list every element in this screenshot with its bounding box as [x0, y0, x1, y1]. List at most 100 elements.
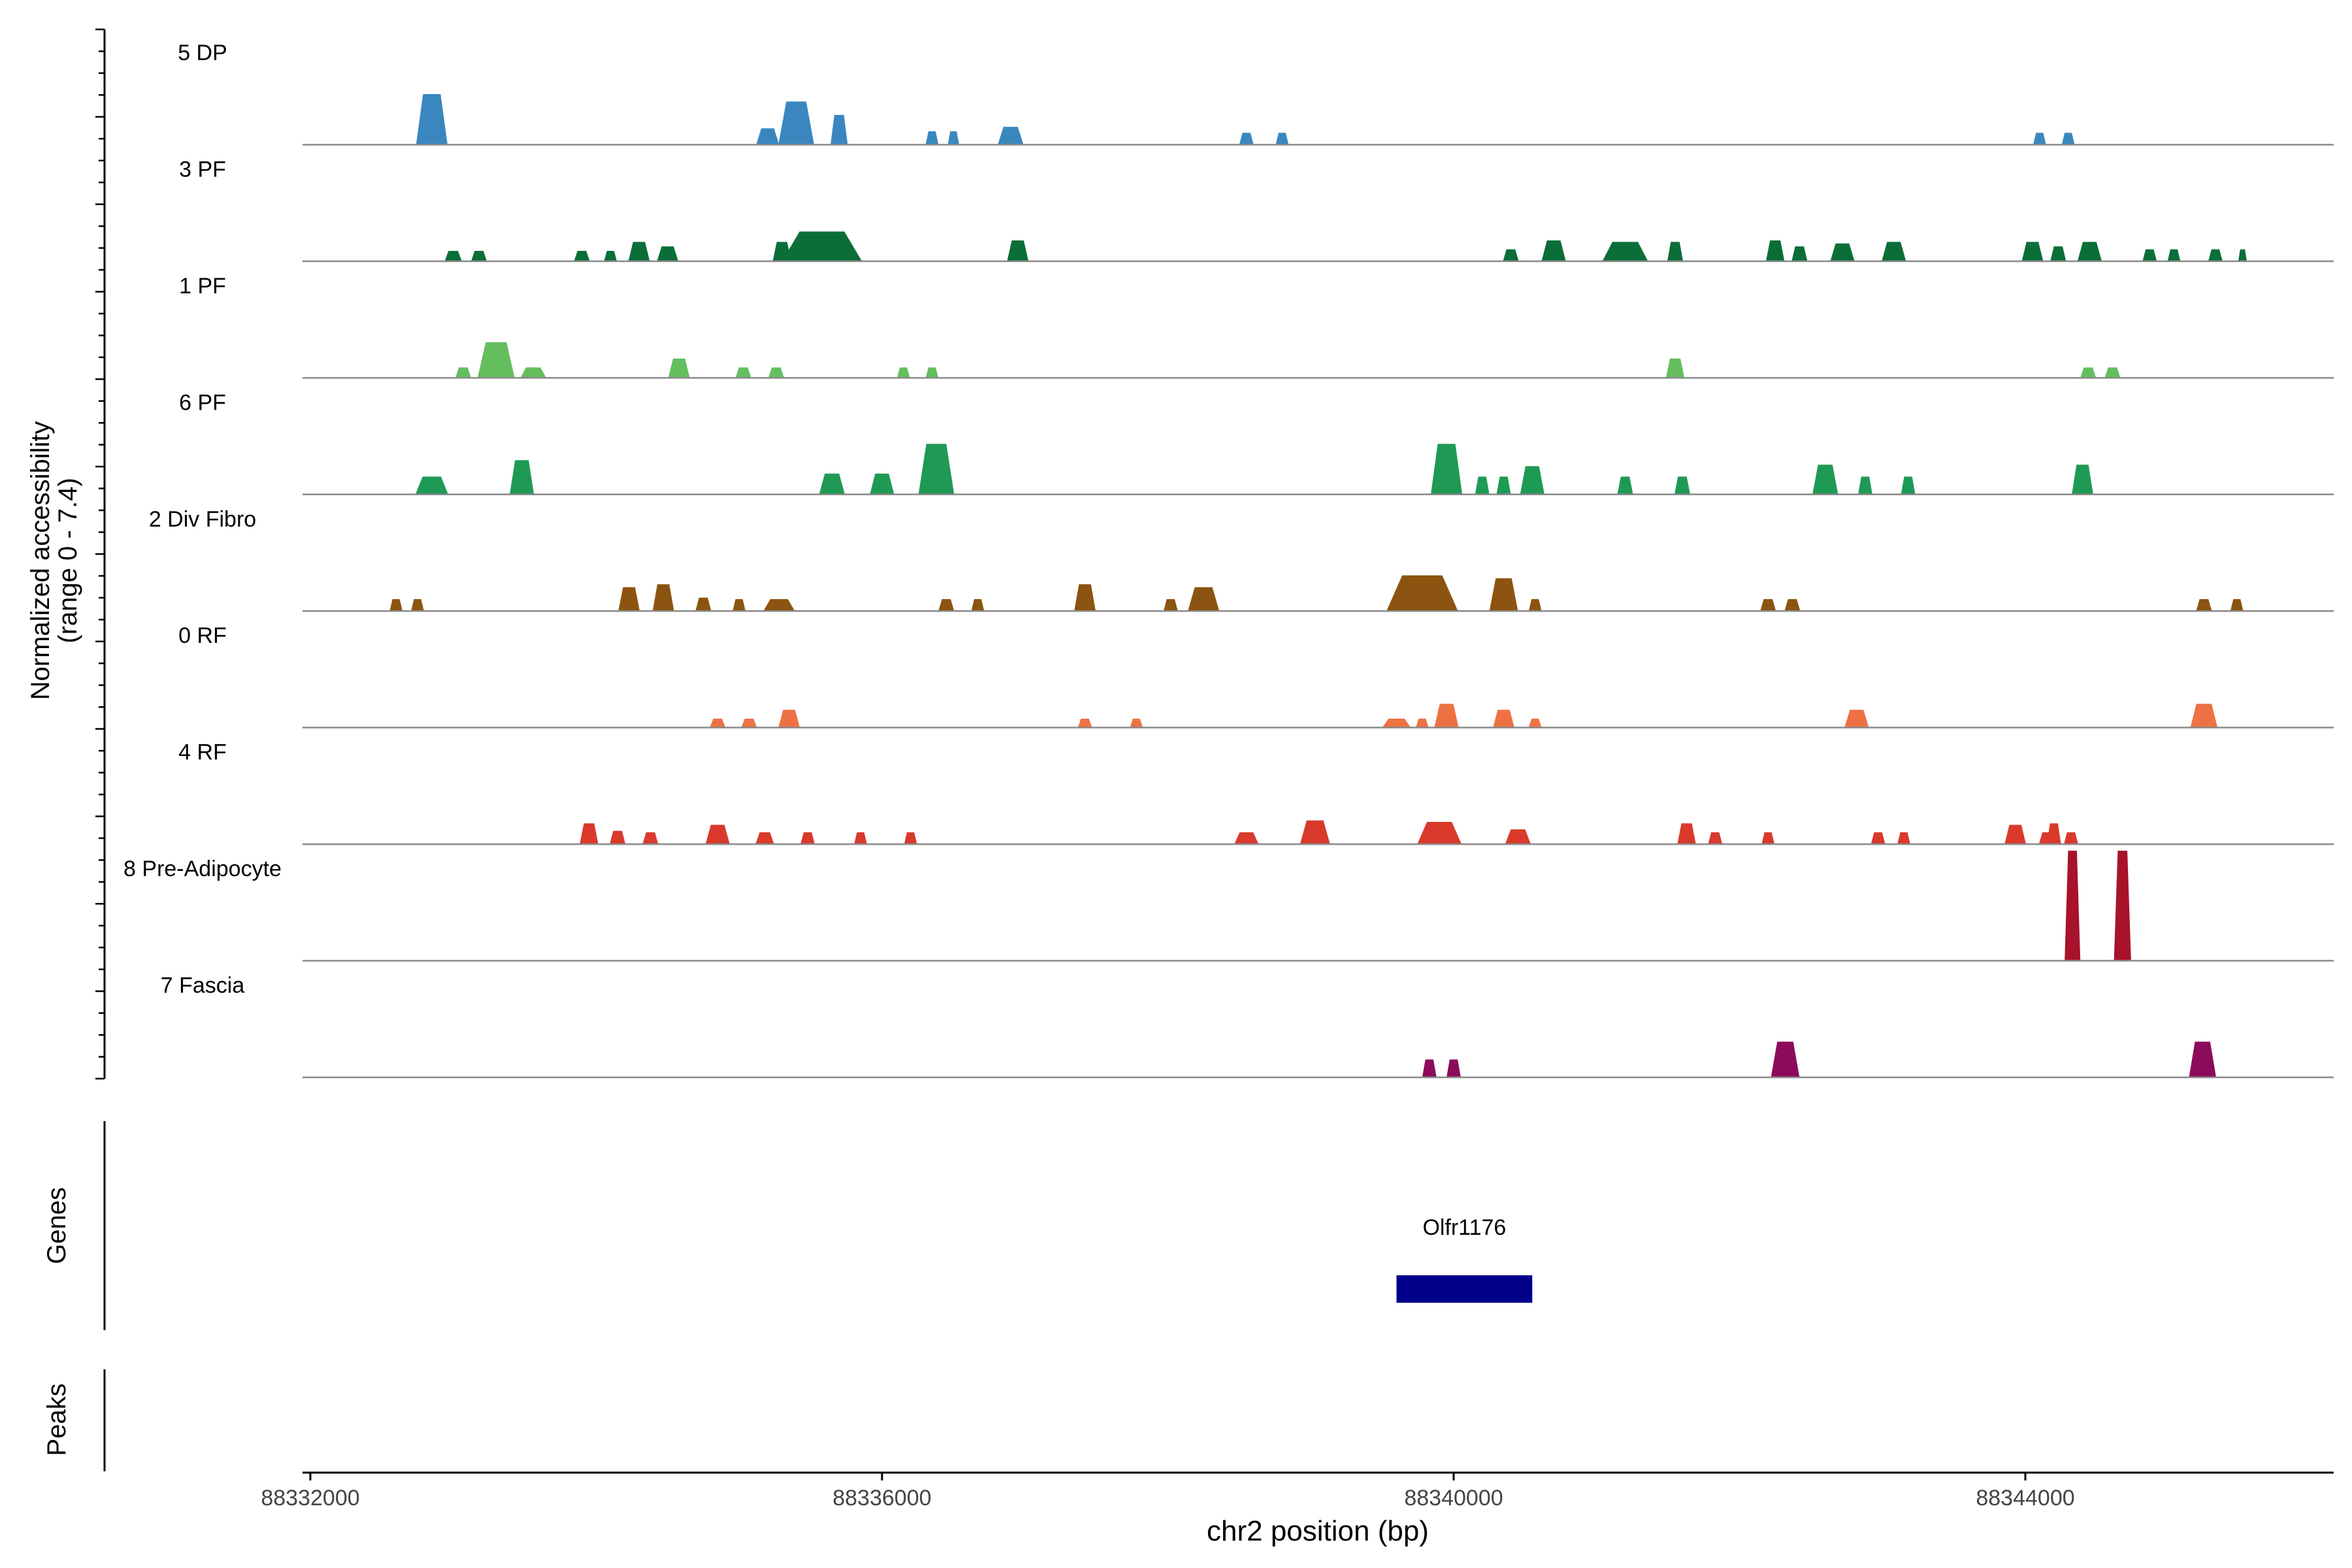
coverage-peak	[415, 476, 449, 495]
coverage-peak	[2238, 249, 2247, 261]
track-3: 6 PF	[179, 390, 2334, 496]
coverage-peak	[925, 131, 939, 145]
coverage-peak	[2065, 851, 2081, 961]
coverage-peak	[1077, 719, 1092, 728]
coverage-peak	[477, 342, 515, 378]
coverage-peak	[1812, 465, 1838, 495]
genes-axis-title: Genes	[42, 1187, 71, 1264]
x-axis-title: chr2 position (bp)	[1207, 1515, 1429, 1547]
coverage-peak	[710, 719, 726, 728]
coverage-peak	[1130, 719, 1143, 728]
y-axes	[95, 28, 106, 1471]
track-2: 1 PF	[179, 274, 2334, 379]
coverage-peak	[1299, 820, 1330, 845]
coverage-peak	[1791, 246, 1808, 261]
coverage-peak	[618, 587, 640, 612]
coverage-peak	[1602, 242, 1648, 261]
coverage-peak	[2167, 249, 2181, 261]
track-5: 0 RF	[178, 623, 2334, 728]
coverage-peak	[1897, 832, 1910, 845]
coverage-peak	[735, 367, 751, 378]
coverage-peak	[668, 358, 690, 378]
coverage-peak	[1489, 578, 1518, 612]
gene-label: Olfr1176	[1422, 1215, 1506, 1240]
coverage-peak	[998, 127, 1024, 145]
coverage-peak	[604, 250, 617, 261]
coverage-peak	[1503, 249, 1519, 261]
coverage-peak	[1784, 599, 1801, 612]
track-label: 8 Pre-Adipocyte	[123, 857, 282, 881]
coverage-peak	[2208, 249, 2223, 261]
coverage-peak	[1475, 476, 1490, 495]
coverage-peak	[1667, 242, 1684, 261]
coverage-peak	[854, 832, 868, 845]
coverage-peak	[1760, 599, 1776, 612]
coverage-peak	[2196, 599, 2212, 612]
track-4: 2 Div Fibro	[149, 507, 2334, 612]
coverage-peak	[416, 94, 448, 145]
coverage-peak	[2004, 825, 2027, 845]
coverage-peak	[1422, 1059, 1437, 1077]
track-7: 8 Pre-Adipocyte	[123, 851, 2334, 962]
coverage-peak	[1417, 821, 1462, 845]
coverage-peak	[2033, 133, 2046, 145]
y-axis-title-line1: Normalized accessibility	[26, 421, 55, 700]
coverage-peak	[755, 832, 774, 845]
coverage-peak	[1677, 823, 1696, 845]
coverage-peak	[574, 250, 590, 261]
coverage-peak	[1665, 358, 1685, 378]
coverage-peak	[1520, 466, 1544, 495]
coverage-peak	[778, 710, 800, 728]
coverage-peak	[2230, 599, 2244, 612]
coverage-peak	[2080, 367, 2097, 378]
coverage-peak	[2077, 242, 2102, 261]
coverage-peak	[652, 584, 674, 612]
track-8: 7 Fascia	[161, 973, 2334, 1079]
coverage-peak	[2190, 704, 2218, 728]
coverage-peak	[510, 460, 534, 495]
coverage-peak	[1493, 710, 1514, 728]
coverage-peak	[1901, 476, 1916, 495]
coverage-peak	[389, 599, 403, 612]
x-tick-label: 88340000	[1404, 1486, 1503, 1511]
coverage-peak	[657, 246, 679, 261]
coverage-peak	[1446, 1059, 1461, 1077]
coverage-peak	[1496, 476, 1511, 495]
track-1: 3 PF	[179, 157, 2334, 263]
coverage-peak	[925, 367, 939, 378]
gene-body	[1396, 1275, 1533, 1303]
peaks-axis-title: Peaks	[42, 1383, 71, 1456]
coverage-peak	[1771, 1041, 1800, 1077]
coverage-peak	[642, 832, 659, 845]
track-label: 3 PF	[179, 157, 226, 182]
x-tick-label: 88344000	[1976, 1486, 2074, 1511]
coverage-peak	[1765, 240, 1785, 261]
coverage-peak	[1830, 243, 1855, 261]
coverage-peak	[1541, 240, 1566, 261]
coverage-peak	[870, 473, 894, 495]
track-0: 5 DP	[178, 41, 2334, 146]
coverage-peak	[1188, 587, 1220, 612]
coverage-peak	[768, 367, 785, 378]
coverage-peak	[2050, 246, 2066, 261]
coverage-peak	[1382, 719, 1411, 728]
coverage-peak	[1074, 584, 1096, 612]
coverage-peak	[1870, 832, 1886, 845]
coverage-peak	[800, 832, 815, 845]
coverage-peak	[2064, 832, 2078, 845]
coverage-peak	[610, 830, 626, 845]
coverage-peak	[1761, 832, 1775, 845]
coverage-peak	[444, 250, 462, 261]
coverage-peak	[1674, 476, 1691, 495]
coverage-peak	[1275, 133, 1289, 145]
coverage-peak	[2046, 823, 2061, 845]
coverage-peak	[1434, 704, 1459, 728]
coverage-peak	[819, 473, 845, 495]
coverage-peak	[695, 597, 711, 612]
coverage-peak	[896, 367, 910, 378]
coverage-peak	[2021, 242, 2044, 261]
coverage-peak	[778, 101, 815, 145]
coverage-peak	[2104, 367, 2121, 378]
coverage-peak	[947, 131, 960, 145]
